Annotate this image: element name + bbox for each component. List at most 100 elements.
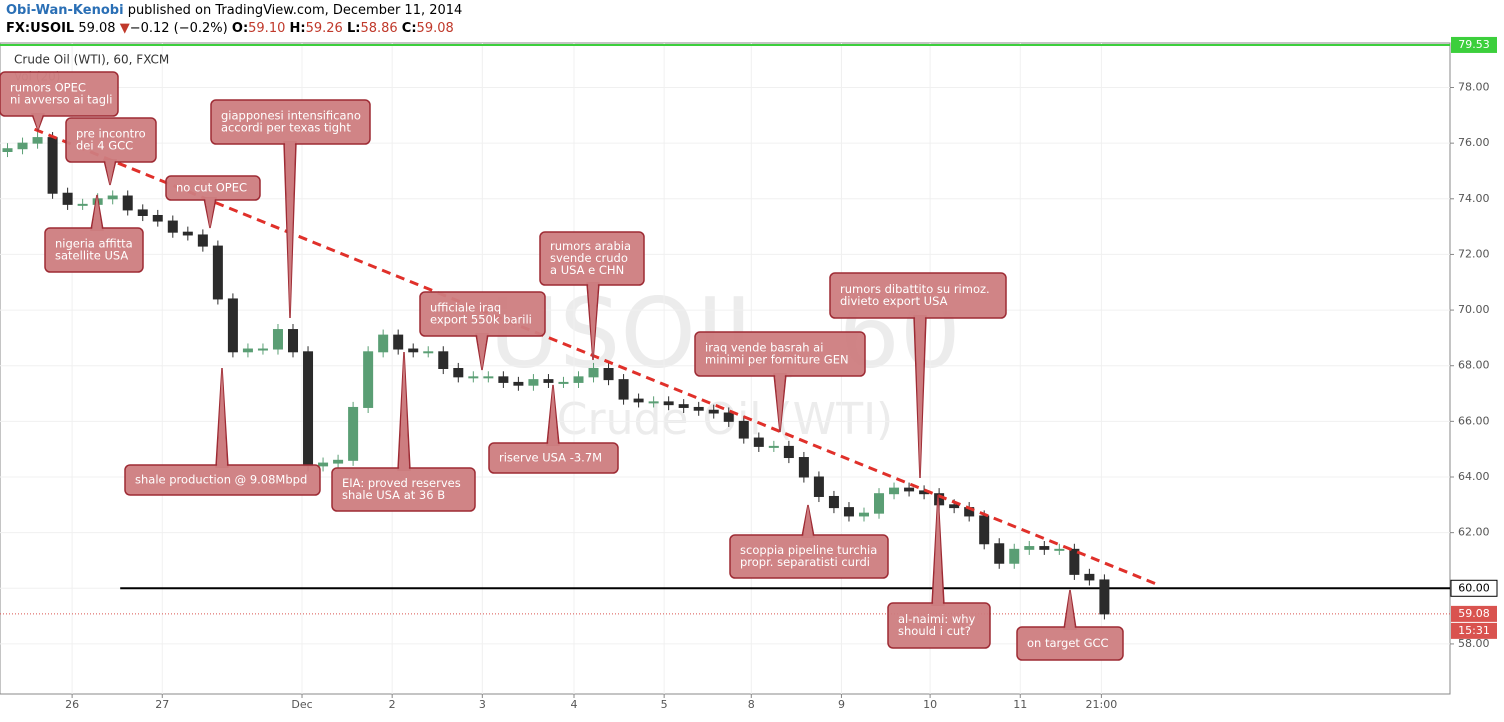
callout: riserve USA -3.7M: [488, 384, 619, 474]
candle-body: [1054, 548, 1065, 551]
callout-seam: [92, 195, 102, 230]
candle-body: [573, 376, 584, 383]
candle-body: [393, 334, 404, 350]
callout-text: accordi per texas tight: [221, 121, 351, 135]
x-tick-label: 8: [748, 698, 755, 711]
l-label: L:: [346, 21, 361, 36]
callout-seam: [399, 352, 409, 470]
candle-body: [107, 195, 118, 200]
h-label: H:: [289, 21, 306, 36]
candle-body: [348, 406, 359, 461]
callout-text: satellite USA: [55, 249, 128, 263]
callout-text: no cut OPEC: [176, 181, 247, 195]
y-tick-label: 70.00: [1458, 303, 1490, 316]
callout-text: divieto export USA: [840, 294, 948, 308]
x-tick-label: 11: [1013, 698, 1027, 711]
candle-body: [122, 195, 133, 211]
candle-body: [738, 420, 749, 439]
callout-seam: [1065, 590, 1075, 629]
callout-text: nigeria affitta: [55, 237, 133, 251]
candle-body: [513, 381, 524, 386]
candle-body: [843, 507, 854, 517]
countdown-box: [1451, 622, 1497, 639]
o: 59.10: [248, 21, 286, 36]
callout-text: on target GCC: [1027, 636, 1109, 650]
callout-seam: [33, 114, 43, 130]
candle-body: [558, 381, 569, 384]
candle-body: [318, 462, 329, 467]
candle-body: [272, 329, 283, 350]
candle-body: [543, 379, 554, 383]
candle-body: [663, 401, 674, 406]
y-tick-label: 58.00: [1458, 637, 1490, 650]
candle-body: [137, 209, 148, 216]
callout-text: al-naimi: why: [898, 612, 976, 626]
change: −0.12 (−0.2%): [129, 21, 228, 36]
y-tick-label: 74.00: [1458, 192, 1490, 205]
candle-body: [167, 220, 178, 233]
candle-body: [62, 192, 73, 205]
candle-body: [889, 487, 900, 495]
callout-text: should i cut?: [898, 624, 971, 638]
callout: rumors dibattito su rimoz.divieto export…: [829, 272, 1007, 479]
callout-seam: [217, 368, 227, 467]
candle-body: [858, 512, 869, 517]
last: 59.08: [78, 21, 116, 36]
legend-title: Crude Oil (WTI), 60, FXCM: [14, 53, 169, 67]
candle-body: [994, 543, 1005, 564]
candle-body: [949, 504, 960, 509]
candle-body: [1099, 579, 1110, 615]
callout-text: rumors OPEC: [10, 81, 86, 95]
candle-body: [528, 379, 539, 386]
callout-text: shale production @ 9.08Mbpd: [135, 473, 307, 487]
trendline: [33, 127, 1161, 587]
callout: no cut OPEC: [165, 175, 261, 229]
c-label: C:: [401, 21, 417, 36]
h: 59.26: [305, 21, 343, 36]
y-tick-label: 76.00: [1458, 136, 1490, 149]
callout-seam: [105, 160, 115, 185]
user[interactable]: Obi-Wan-Kenobi: [6, 3, 124, 18]
candle-body: [438, 351, 449, 369]
x-tick-label: 27: [155, 698, 169, 711]
callout-text: dei 4 GCC: [76, 139, 133, 153]
candle-body: [588, 368, 599, 378]
candle-body: [257, 348, 268, 351]
quote-line: FX:USOIL 59.08 ▼−0.12 (−0.2%) O:59.10 H:…: [6, 21, 454, 36]
high-label: 79.53: [1458, 38, 1490, 51]
candle-body: [408, 348, 419, 353]
callout-seam: [548, 385, 558, 445]
candle-body: [197, 234, 208, 247]
callout-text: a USA e CHN: [550, 263, 624, 277]
callout-seam: [933, 495, 943, 605]
y-tick-label: 66.00: [1458, 414, 1490, 427]
callout-text: ni avverso ai tagli: [10, 93, 112, 107]
candle-body: [904, 487, 915, 492]
candle-body: [979, 515, 990, 545]
candle-body: [453, 368, 464, 378]
candle-body: [603, 368, 614, 381]
callout-text: propr. separatisti curdi: [740, 555, 870, 569]
candle-body: [798, 457, 809, 478]
publish-line: Obi-Wan-Kenobi published on TradingView.…: [6, 3, 462, 18]
candle-body: [1069, 548, 1080, 575]
callout: shale production @ 9.08Mbpd: [124, 367, 321, 496]
candle-body: [1024, 546, 1035, 550]
last-price-box: [1451, 605, 1497, 622]
candle-body: [182, 231, 193, 236]
callout-text: rumors arabia: [550, 239, 631, 253]
candle-body: [32, 137, 43, 144]
callout-text: EIA: proved reserves: [342, 476, 461, 490]
candle-body: [813, 476, 824, 497]
symbol: FX:USOIL: [6, 21, 75, 36]
candle-body: [363, 351, 374, 408]
y-tick-label: 62.00: [1458, 526, 1490, 539]
